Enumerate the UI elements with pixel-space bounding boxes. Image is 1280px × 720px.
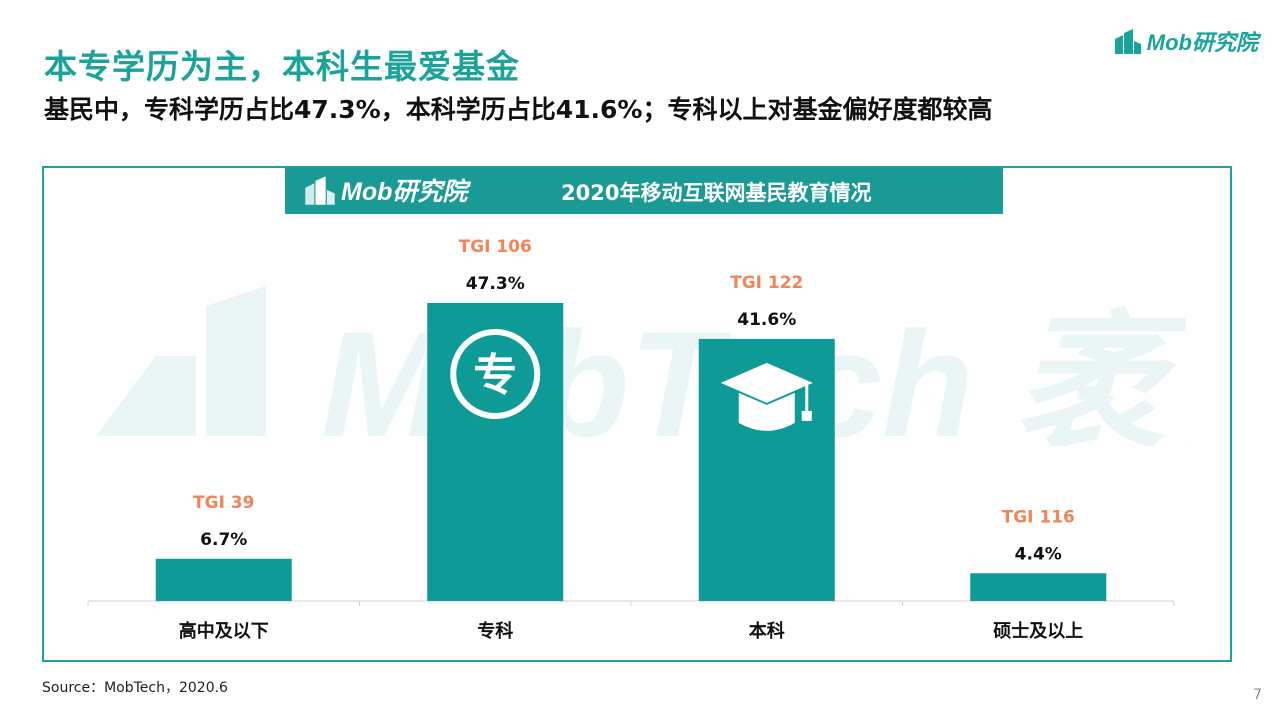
banner-logo-building-icon	[305, 176, 335, 205]
chart-panel: MobTech 袤博 Mob研究院 2020年移动互联网基民教育情况 6.7%T…	[42, 166, 1232, 662]
zhuan-circle-icon	[450, 329, 541, 419]
category-label: 高中及以下	[179, 620, 269, 642]
category-label: 本科	[749, 620, 785, 642]
value-label: 4.4%	[1015, 544, 1062, 564]
category-label: 专科	[477, 620, 513, 642]
bar-4	[970, 573, 1107, 601]
chart-banner: Mob研究院 2020年移动互联网基民教育情况	[285, 168, 1003, 214]
chart-title: 2020年移动互联网基民教育情况	[561, 181, 872, 205]
banner-logo: Mob研究院	[303, 172, 467, 208]
tgi-label: TGI 106	[459, 237, 532, 257]
bar-1	[155, 558, 292, 601]
graduation-cap-base	[738, 392, 795, 431]
source-note: Source：MobTech，2020.6	[42, 680, 228, 696]
value-label: 41.6%	[737, 310, 796, 330]
tgi-label: TGI 116	[1002, 507, 1075, 527]
mob-logo: Mob研究院	[1113, 24, 1258, 58]
category-label: 硕士及以上	[993, 621, 1083, 642]
bar-chart: 6.7% TGI 39 高中及以下 47.3% TGI 106 专科 专 41.6% TGI 1…	[87, 237, 1175, 642]
logo-text: Mob研究院	[1146, 30, 1258, 55]
bar-2	[427, 303, 564, 601]
value-label: 6.7%	[200, 530, 247, 550]
logo-building-icon	[1114, 29, 1141, 54]
graduation-cap-icon	[720, 362, 813, 403]
zhuan-glyph: 专	[473, 350, 517, 401]
page-title: 本专学历为主，本科生最爱基金	[44, 47, 520, 86]
graduation-cap-tassel-end	[801, 410, 812, 421]
tgi-label: TGI 122	[730, 273, 803, 293]
page-subtitle: 基民中，专科学历占比47.3%，本科学历占比41.6%；专科以上对基金偏好度都较…	[44, 95, 993, 124]
banner-logo-text: Mob研究院	[341, 178, 468, 206]
tgi-label: TGI 39	[193, 493, 254, 513]
value-label: 47.3%	[466, 274, 525, 294]
page-number: 7	[1253, 687, 1262, 703]
